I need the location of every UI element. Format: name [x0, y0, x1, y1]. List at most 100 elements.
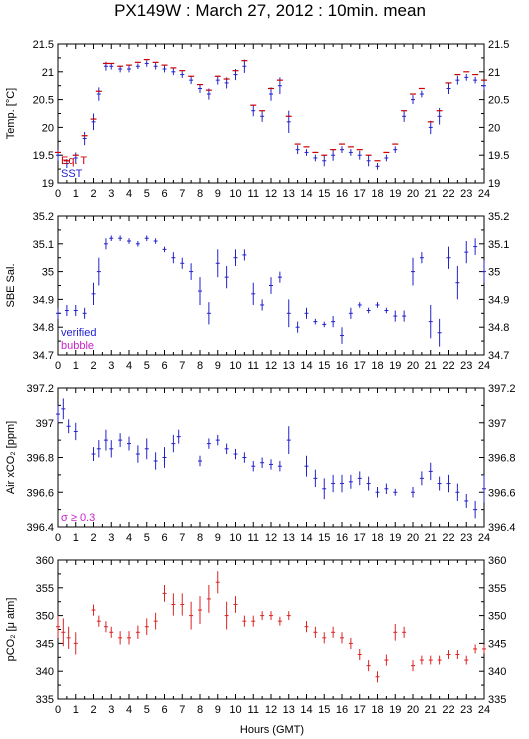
x-tick-label: 23	[460, 188, 472, 200]
plot-frame	[57, 387, 485, 528]
x-tick-label: 22	[442, 360, 454, 372]
y-tick-label-right: 397.2	[488, 383, 516, 395]
x-tick-label: 17	[354, 360, 366, 372]
x-tick-label: 1	[73, 360, 79, 372]
y-tick-label-left: 19.5	[33, 150, 54, 162]
x-tick-label: 24	[478, 188, 490, 200]
x-tick-label: 3	[108, 360, 114, 372]
series-verified	[56, 235, 486, 347]
x-tick-label: 3	[108, 704, 114, 716]
y-tick-label-left: 20.5	[33, 95, 54, 107]
x-tick-label: 3	[108, 532, 114, 544]
x-tick-label: 17	[354, 704, 366, 716]
x-tick-label: 6	[161, 532, 167, 544]
x-tick-label: 0	[55, 532, 61, 544]
x-tick-label: 18	[371, 188, 383, 200]
y-tick-label-right: 20.5	[488, 95, 509, 107]
y-tick-label-right: 355	[488, 583, 506, 595]
x-tick-label: 14	[300, 360, 312, 372]
x-tick-label: 12	[265, 360, 277, 372]
x-tick-label: 21	[425, 360, 437, 372]
x-tick-label: 7	[179, 360, 185, 372]
x-tick-label: 13	[283, 704, 295, 716]
y-axis-label: SBE Sal.	[5, 263, 17, 307]
y-tick-label-right: 397	[488, 418, 506, 430]
x-tick-label: 23	[460, 704, 472, 716]
x-tick-label: 4	[126, 532, 132, 544]
y-tick-label-left: 34.8	[33, 322, 54, 334]
x-tick-label: 1	[73, 704, 79, 716]
x-tick-label: 16	[336, 188, 348, 200]
y-tick-label-left: 35.1	[33, 239, 54, 251]
y-tick-label-left: 34.7	[33, 350, 54, 362]
x-tick-label: 12	[265, 188, 277, 200]
plot-frame	[57, 43, 485, 184]
y-tick-label-right: 35	[488, 267, 500, 279]
x-tick-label: 4	[126, 188, 132, 200]
x-tick-label: 24	[478, 532, 490, 544]
x-tick-label: 11	[248, 532, 259, 544]
legend-entry: σ ≥ 0.3	[61, 512, 95, 524]
x-tick-label: 23	[460, 532, 472, 544]
x-tick-label: 22	[442, 188, 454, 200]
y-tick-label-right: 21.5	[488, 39, 509, 51]
x-tick-label: 8	[197, 704, 203, 716]
y-tick-label-right: 34.9	[488, 294, 509, 306]
x-tick-label: 0	[55, 704, 61, 716]
x-tick-label: 21	[425, 188, 437, 200]
chart-title: PX149W : March 27, 2012 : 10min. mean	[114, 1, 426, 20]
series-air-xco2	[56, 398, 486, 519]
x-tick-label: 9	[215, 360, 221, 372]
legend-entry: verified	[61, 327, 96, 339]
x-tick-label: 13	[283, 188, 295, 200]
y-tick-label-left: 360	[36, 555, 54, 567]
x-tick-label: 11	[248, 360, 259, 372]
y-tick-label-right: 335	[488, 694, 506, 706]
y-tick-label-left: 397	[36, 418, 54, 430]
y-axis-label: Air xCO₂ [ppm]	[5, 421, 17, 494]
x-tick-label: 15	[318, 360, 330, 372]
y-tick-label-left: 335	[36, 694, 54, 706]
x-tick-label: 5	[144, 188, 150, 200]
x-tick-label: 13	[283, 532, 295, 544]
x-tick-label: 10	[229, 532, 241, 544]
x-tick-label: 5	[144, 360, 150, 372]
y-tick-label-right: 396.4	[488, 522, 516, 534]
x-tick-label: 17	[354, 532, 366, 544]
y-axis-label: Temp. [°C]	[5, 88, 17, 139]
x-axis-label: Hours (GMT)	[240, 724, 304, 736]
y-tick-label-right: 20	[488, 122, 500, 134]
x-tick-label: 20	[407, 188, 419, 200]
x-tick-label: 21	[425, 704, 437, 716]
x-tick-label: 21	[425, 532, 437, 544]
x-tick-label: 2	[90, 532, 96, 544]
series-sst	[56, 59, 486, 170]
x-tick-label: 7	[179, 532, 185, 544]
x-tick-label: 12	[265, 532, 277, 544]
x-tick-label: 11	[248, 704, 259, 716]
x-tick-label: 7	[179, 188, 185, 200]
x-tick-label: 18	[371, 360, 383, 372]
y-tick-label-left: 396.4	[26, 522, 54, 534]
x-tick-label: 6	[161, 704, 167, 716]
y-tick-label-right: 19.5	[488, 150, 509, 162]
x-tick-label: 17	[354, 188, 366, 200]
y-tick-label-right: 396.8	[488, 453, 516, 465]
x-tick-label: 1	[73, 188, 79, 200]
x-tick-label: 10	[229, 188, 241, 200]
x-tick-label: 20	[407, 360, 419, 372]
x-tick-label: 3	[108, 188, 114, 200]
x-tick-label: 0	[55, 188, 61, 200]
x-tick-label: 5	[144, 532, 150, 544]
y-tick-label-left: 35	[42, 267, 54, 279]
y-tick-label-right: 350	[488, 611, 506, 623]
x-tick-label: 15	[318, 532, 330, 544]
y-tick-label-left: 397.2	[26, 383, 54, 395]
x-tick-label: 2	[90, 360, 96, 372]
y-tick-label-left: 21	[42, 67, 54, 79]
y-tick-label-right: 34.8	[488, 322, 509, 334]
x-tick-label: 6	[161, 360, 167, 372]
